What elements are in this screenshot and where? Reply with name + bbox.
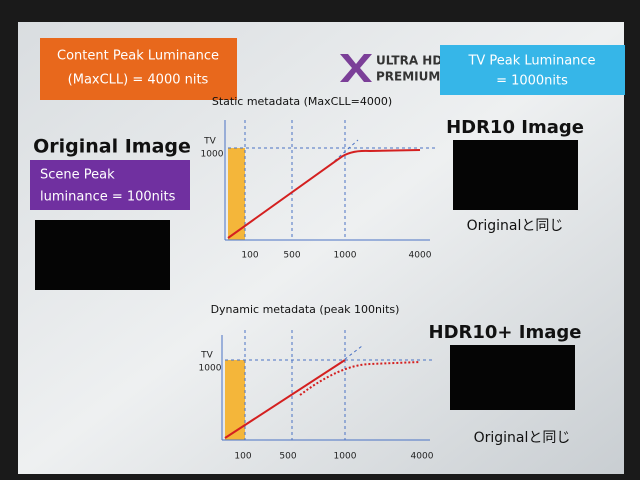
- chart-title: Dynamic metadata (peak 100nits): [211, 303, 400, 316]
- hdr10plus-title: HDR10+ Image: [429, 322, 582, 343]
- x-label: 500: [283, 251, 300, 261]
- tone-curve: [224, 359, 346, 439]
- y-label: TV: [200, 351, 213, 361]
- moon-image: [453, 140, 578, 210]
- x-label: 1000: [334, 251, 357, 261]
- scene-peak-text: Scene Peak: [40, 168, 115, 183]
- hdr10-title: HDR10 Image: [446, 117, 584, 138]
- y-label: 1000: [199, 364, 222, 374]
- x-label: 100: [241, 251, 258, 261]
- chart-title: Static metadata (MaxCLL=4000): [212, 95, 392, 108]
- x-label: 4000: [411, 452, 434, 462]
- x-label: 4000: [409, 251, 432, 261]
- scene-peak-text: luminance = 100nits: [40, 190, 176, 205]
- content-peak-text: (MaxCLL) = 4000 nits: [68, 73, 209, 88]
- hdr10-caption: Originalと同じ: [467, 218, 564, 234]
- original-title: Original Image: [33, 136, 191, 158]
- moon-image: [35, 220, 170, 290]
- hdr10plus-caption: Originalと同じ: [474, 430, 571, 446]
- x-label: 100: [234, 452, 251, 462]
- tv-peak-text: = 1000nits: [496, 74, 568, 89]
- logo-text: PREMIUM: [376, 70, 440, 84]
- tone-curve-dotted: [299, 361, 421, 396]
- content-peak-box: [40, 38, 237, 100]
- range-fill: [228, 148, 245, 240]
- content-peak-text: Content Peak Luminance: [57, 49, 219, 64]
- logo-mark: [340, 54, 372, 82]
- x-label: 500: [279, 452, 296, 462]
- y-label: TV: [203, 137, 216, 147]
- tone-curve: [227, 149, 421, 239]
- logo-text: ULTRA HD: [376, 54, 442, 68]
- scene-peak-box: [30, 160, 190, 210]
- guides: [225, 330, 435, 440]
- x-label: 1000: [334, 452, 357, 462]
- tv-peak-box: [440, 45, 625, 95]
- moon-image: [450, 345, 575, 410]
- tv-peak-text: TV Peak Luminance: [467, 54, 595, 69]
- y-label: 1000: [201, 150, 224, 160]
- range-fill: [225, 360, 245, 440]
